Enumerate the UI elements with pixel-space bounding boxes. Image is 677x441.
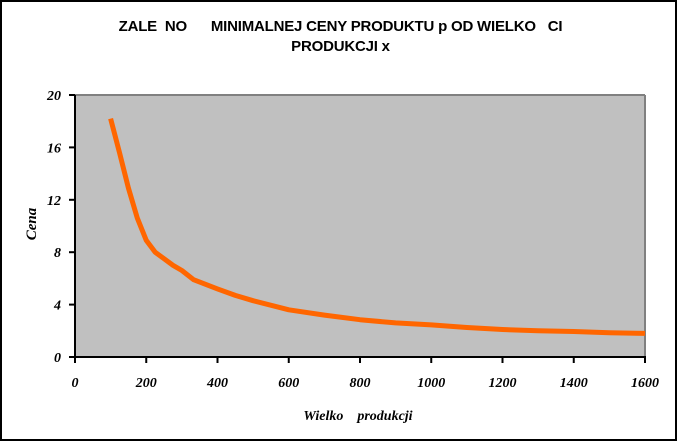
- x-tick-label: 1600: [631, 376, 659, 391]
- y-tick-label: 0: [54, 351, 61, 366]
- x-tick-label: 800: [350, 376, 371, 391]
- chart-title-line1: ZALE NO MINIMALNEJ CENY PRODUKTU p OD WI…: [118, 18, 563, 35]
- x-tick-label: 400: [206, 376, 228, 391]
- y-tick-label: 4: [53, 299, 61, 314]
- series-line-cena: [108, 117, 646, 336]
- x-tick-label: 1000: [417, 376, 445, 391]
- plot-area: [75, 95, 645, 357]
- chart-title-line2: PRODUKCJI x: [291, 38, 390, 55]
- x-tick-label: 1200: [489, 376, 517, 391]
- x-tick-label: 200: [135, 376, 157, 391]
- x-tick-label: 600: [278, 376, 299, 391]
- x-tick-label: 1400: [560, 376, 588, 391]
- y-tick-label: 12: [47, 194, 61, 209]
- x-axis-label: Wielko produkcji: [303, 409, 412, 424]
- y-axis-label: Cena: [24, 207, 40, 240]
- y-tick-label: 16: [47, 141, 61, 156]
- x-tick-label: 0: [72, 376, 79, 391]
- y-tick-label: 20: [46, 89, 61, 104]
- y-tick-label: 8: [54, 246, 61, 261]
